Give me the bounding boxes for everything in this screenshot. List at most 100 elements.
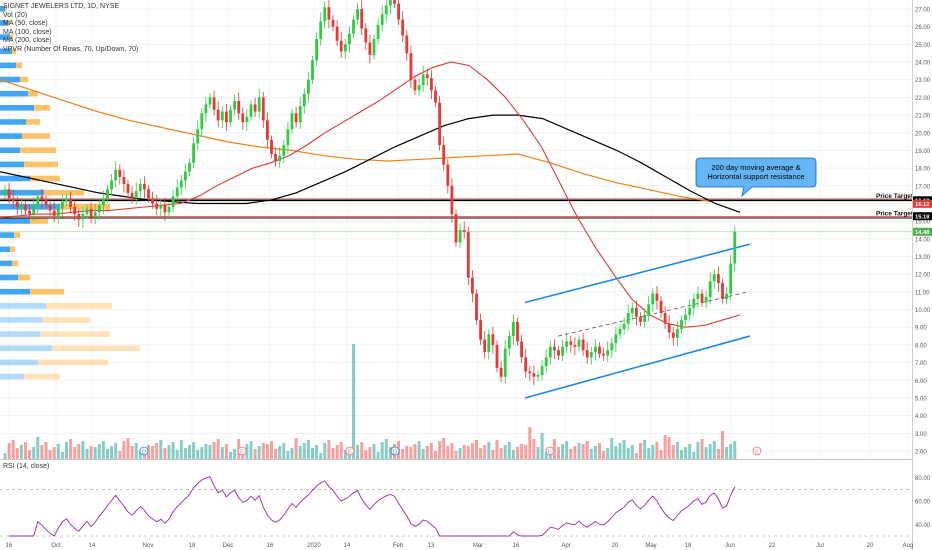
candle-body bbox=[85, 208, 89, 215]
candle-body bbox=[462, 230, 466, 232]
candle-body bbox=[257, 97, 261, 112]
candle-body bbox=[598, 346, 601, 354]
vpvr-up-bar bbox=[0, 175, 30, 182]
volume-bar bbox=[569, 449, 573, 459]
candle-body bbox=[573, 344, 577, 347]
candle-body bbox=[229, 109, 232, 123]
volume-bar bbox=[511, 450, 515, 459]
candle-body bbox=[376, 24, 380, 40]
volume-bar bbox=[138, 451, 142, 459]
vpvr-up-bar bbox=[0, 48, 12, 55]
volume-bar bbox=[114, 443, 118, 459]
candle-body bbox=[24, 205, 27, 211]
volume-bar bbox=[339, 442, 343, 459]
volume-bar bbox=[716, 449, 720, 459]
candle-body bbox=[643, 314, 646, 322]
volume-bar bbox=[450, 443, 454, 459]
volume-bar bbox=[528, 427, 532, 459]
volume-bar bbox=[270, 441, 273, 459]
volume-bar bbox=[106, 449, 109, 459]
y-tick-label: 8.00 bbox=[915, 343, 927, 349]
vpvr-up-bar bbox=[0, 303, 46, 309]
candle-body bbox=[639, 316, 642, 322]
candle-body bbox=[159, 205, 163, 209]
volume-bar bbox=[302, 443, 306, 459]
candle-body bbox=[225, 111, 228, 123]
event-marker-label: E bbox=[755, 449, 759, 455]
volume-bar bbox=[729, 444, 733, 459]
vpvr-up-bar bbox=[0, 189, 44, 196]
volume-bar bbox=[540, 433, 544, 459]
rsi-legend: RSI (14, close) bbox=[3, 463, 50, 470]
price-axis: 2.00 3.00 4.00 5.00 6.00 7.00 8.00 9.00 10.00 11.… bbox=[915, 8, 931, 456]
x-tick-label: Aug bbox=[903, 543, 914, 549]
candle-body bbox=[528, 371, 532, 374]
candle-body bbox=[348, 33, 351, 45]
volume-bar bbox=[130, 446, 134, 459]
volume-bar bbox=[212, 442, 216, 459]
candle-body bbox=[651, 293, 655, 305]
candle-body bbox=[540, 366, 544, 375]
x-tick-label: Jul bbox=[816, 543, 824, 549]
candle-body bbox=[331, 19, 335, 27]
volume-bar bbox=[311, 448, 314, 459]
volume-bar bbox=[233, 449, 237, 459]
volume-bar bbox=[224, 444, 228, 459]
volume-bar bbox=[175, 450, 179, 459]
vpvr-down-bar bbox=[12, 260, 18, 267]
candle-body bbox=[495, 344, 499, 368]
volume-bar bbox=[376, 452, 380, 459]
candle-body bbox=[708, 281, 712, 298]
candle-body bbox=[520, 341, 523, 358]
candle-body bbox=[618, 329, 622, 335]
volume-bar bbox=[167, 445, 171, 459]
volume-bar bbox=[725, 447, 729, 459]
candle-body bbox=[360, 9, 364, 29]
volume-bar bbox=[73, 447, 77, 459]
y-tick-label: 23.00 bbox=[915, 78, 931, 84]
volume-bar bbox=[81, 441, 85, 459]
volume-bar bbox=[565, 441, 569, 459]
candle-body bbox=[548, 346, 552, 358]
candle-body bbox=[405, 35, 409, 54]
volume-bar bbox=[618, 443, 622, 459]
candle-body bbox=[401, 19, 405, 36]
vpvr-up-bar bbox=[0, 161, 24, 168]
candle-body bbox=[569, 341, 573, 345]
candle-body bbox=[487, 334, 491, 352]
y-tick-label: 27.00 bbox=[915, 8, 931, 14]
candle-body bbox=[69, 198, 72, 208]
candle-body bbox=[171, 196, 175, 208]
vpvr-down-bar bbox=[44, 189, 84, 196]
candle-body bbox=[421, 74, 425, 86]
x-tick-label: Feb bbox=[393, 543, 404, 549]
volume-bar bbox=[343, 450, 347, 459]
candle-body bbox=[438, 102, 441, 146]
vpvr-up-bar bbox=[0, 274, 18, 281]
volume-bar bbox=[733, 441, 737, 459]
candle-body bbox=[368, 42, 372, 55]
candle-body bbox=[425, 74, 429, 78]
event-marker-label: E bbox=[548, 449, 552, 455]
volume-bar bbox=[298, 446, 302, 459]
candle-body bbox=[188, 162, 191, 172]
candle-body bbox=[581, 339, 585, 351]
volume-bar bbox=[634, 453, 638, 459]
candle-body bbox=[102, 198, 105, 206]
volume-bar bbox=[319, 453, 323, 459]
vpvr-down-bar bbox=[12, 48, 16, 55]
volume-bar bbox=[327, 440, 331, 459]
candle-body bbox=[667, 323, 671, 333]
candle-body bbox=[450, 185, 454, 215]
volume-bar bbox=[134, 443, 138, 459]
price-badge-label: 15.18 bbox=[915, 215, 930, 221]
x-tick-label: 18 bbox=[189, 543, 196, 549]
candle-body bbox=[93, 212, 97, 218]
candle-body bbox=[11, 198, 15, 202]
candle-body bbox=[397, 3, 400, 20]
volume-bar bbox=[93, 447, 97, 459]
candle-body bbox=[442, 145, 446, 165]
vpvr-down-bar bbox=[52, 345, 140, 352]
